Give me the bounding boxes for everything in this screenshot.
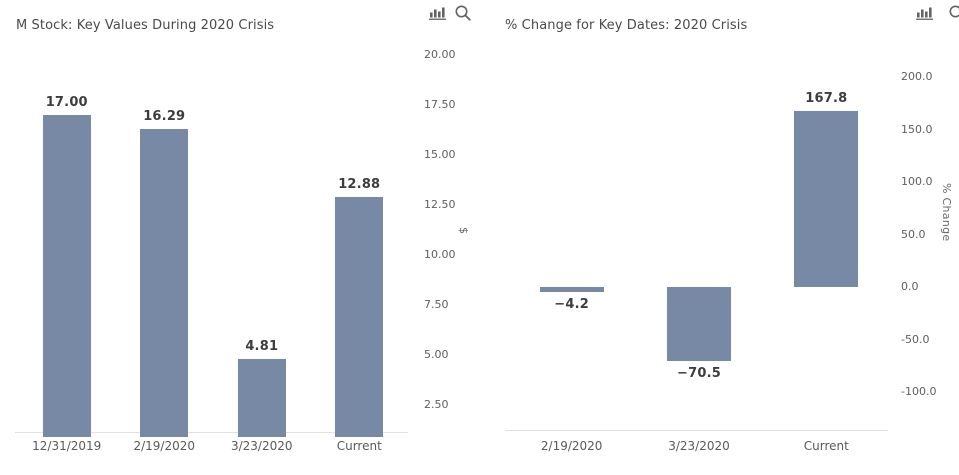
y-tick-label: 150.0 [901,122,933,136]
bar[interactable] [335,197,384,437]
y-tick-label: 50.0 [901,227,926,241]
bar-value-label: 4.81 [245,338,279,354]
y-tick-label: 17.50 [424,98,456,111]
x-category-label: 12/31/2019 [32,439,102,453]
bar-chart-icon[interactable] [915,5,935,23]
x-axis-line [505,430,888,431]
bar[interactable] [140,129,189,437]
bar[interactable] [794,110,859,287]
x-category-label: Current [336,439,382,453]
bar-value-label: 12.88 [338,177,381,193]
y-tick-label: 2.50 [424,398,449,411]
x-category-label: 2/19/2020 [540,439,603,453]
bar[interactable] [42,115,91,437]
y-tick-label: 200.0 [901,70,933,83]
y-tick-label: -100.0 [901,385,937,398]
y-axis-label: $ [457,227,470,235]
x-axis-line [15,432,408,433]
x-category-label: 2/19/2020 [133,439,196,453]
y-tick-label: 7.50 [424,298,449,311]
bar-value-label: −4.2 [554,297,590,312]
y-tick-label: 20.00 [424,48,456,61]
zoom-icon[interactable] [948,4,959,22]
bar[interactable] [667,287,731,362]
bar-value-label: −70.5 [677,366,721,382]
y-tick-label: 5.00 [424,348,449,361]
x-category-label: 3/23/2020 [668,439,730,453]
y-tick-label: 12.50 [424,198,456,211]
y-tick-label: 15.00 [424,148,456,161]
chart-title: M Stock: Key Values During 2020 Crisis [16,18,275,33]
x-category-label: Current [803,439,849,453]
bar-value-label: 17.00 [45,95,88,110]
bar-chart-icon[interactable] [428,5,448,23]
y-axis-label: % Change [940,183,953,242]
y-tick-label: 0.0 [901,280,919,293]
chart-title: % Change for Key Dates: 2020 Crisis [505,18,748,33]
bar-value-label: 16.29 [143,109,186,125]
bar[interactable] [539,287,604,292]
x-category-label: 3/23/2020 [230,439,293,453]
y-tick-label: 10.00 [424,248,456,261]
percent-change-chart: % Change for Key Dates: 2020 Crisis 200.… [480,0,959,475]
zoom-icon[interactable] [454,4,474,22]
bar-value-label: 167.8 [805,90,848,106]
y-tick-label: 100.0 [901,175,933,188]
y-tick-label: -50.0 [901,332,930,346]
bar[interactable] [237,358,286,437]
stock-values-chart: M Stock: Key Values During 2020 Crisis 2… [15,4,474,453]
